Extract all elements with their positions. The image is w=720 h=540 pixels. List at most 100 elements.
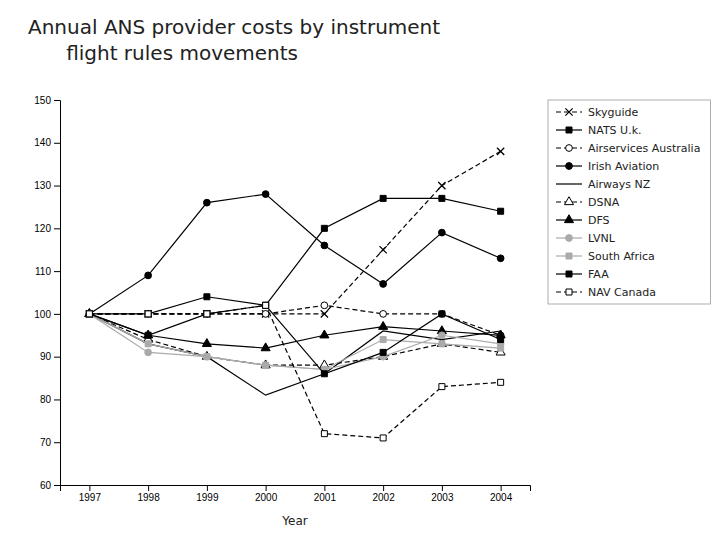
series-marker [439,195,445,201]
series-marker [321,371,327,377]
series-marker [203,310,210,317]
y-tick: 90 [40,351,60,362]
y-tick-label: 60 [40,480,52,491]
legend-marker [566,163,573,170]
x-tick-label: 2001 [314,492,337,503]
series-marker [321,302,328,309]
y-tick-mark [54,357,60,358]
series-marker [380,337,386,343]
series-line [89,314,500,370]
legend-marker [566,235,573,242]
legend-item: Skyguide [556,106,638,119]
legend-item: LVNL [556,232,616,245]
legend-item: Airways NZ [556,178,651,191]
y-tick-mark [54,186,60,187]
legend-line [556,183,582,184]
series-marker [498,345,504,351]
series-marker [498,379,504,385]
series-marker [202,339,211,347]
series-marker [321,310,328,317]
y-tick-mark [54,271,60,272]
legend-item: South Africa [556,250,655,263]
series-marker [86,311,92,317]
legend-marker [565,108,572,115]
plot: 1997199819992000200120022003200460708090… [34,95,530,528]
legend-item: Airservices Australia [556,142,700,155]
legend-label: Airways NZ [588,178,651,191]
legend-item: Irish Aviation [556,160,659,173]
series-marker [204,311,210,317]
series-marker [145,311,151,317]
series-marker [320,330,329,338]
series-marker [439,311,445,317]
legend-item: DSNA [556,196,620,209]
series-line [89,194,500,314]
series-marker [86,311,93,318]
legend-item: NATS U.k. [556,124,642,137]
x-tick-label: 2004 [490,492,513,503]
series-marker [437,339,446,347]
legend-item: DFS [556,214,610,227]
legend-frame [548,100,710,304]
series-line [89,314,500,348]
series-marker [438,332,445,339]
y-tick-label: 120 [34,223,51,234]
y-tick: 100 [34,309,60,320]
series-marker [86,311,93,318]
x-tick: 2000 [255,485,278,503]
y-tick-label: 70 [40,437,52,448]
x-tick: 2001 [314,485,337,503]
y-tick: 150 [34,95,60,106]
series-marker [203,199,210,206]
legend-label: NATS U.k. [588,124,642,137]
x-tick-label: 2003 [431,492,454,503]
series-marker [263,362,269,368]
x-tick: 2004 [490,485,513,503]
series-marker [145,272,152,279]
x-tick: 1998 [138,485,161,503]
legend-marker [566,127,572,133]
series-group [85,148,505,441]
x-tick-label: 1999 [196,492,219,503]
series-marker [498,208,504,214]
series-marker [438,182,445,189]
series-marker [321,225,327,231]
x-tick-mark [148,485,149,491]
y-tick-label: 130 [34,180,51,191]
series-line [89,314,500,395]
series-marker [497,148,504,155]
y-tick-label: 80 [40,394,52,405]
series-marker [380,349,386,355]
series [86,195,503,317]
series-marker [380,311,387,318]
series-marker [262,191,269,198]
legend: Skyguide NATS U.k. Airservices Australia Ir… [548,100,710,304]
title-text: Annual ANS provider costs by instrument [28,15,440,39]
x-tick-mark [442,485,443,491]
series-marker [145,310,152,317]
y-tick-label: 100 [34,309,51,320]
series-marker [145,311,151,317]
series-marker [85,309,94,317]
series-marker [145,311,152,318]
y-tick: 60 [40,480,60,491]
series-line [89,305,500,438]
x-tick-label: 2000 [255,492,278,503]
legend-label: NAV Canada [588,286,656,299]
legend-label: Irish Aviation [588,160,659,173]
series-marker [439,341,445,347]
y-tick-mark [54,314,60,315]
series [85,309,505,351]
x-tick: 2002 [373,485,396,503]
chart: Annual ANS provider costs by instrument … [0,0,720,540]
legend-label: Skyguide [588,106,638,119]
series-marker [497,255,504,262]
x-tick-mark [207,485,208,491]
legend-marker [566,271,572,277]
series [86,311,503,373]
series-marker [204,354,210,360]
series [89,314,500,395]
series-marker [380,195,386,201]
series-marker [86,311,93,318]
y-tick-mark [54,399,60,400]
